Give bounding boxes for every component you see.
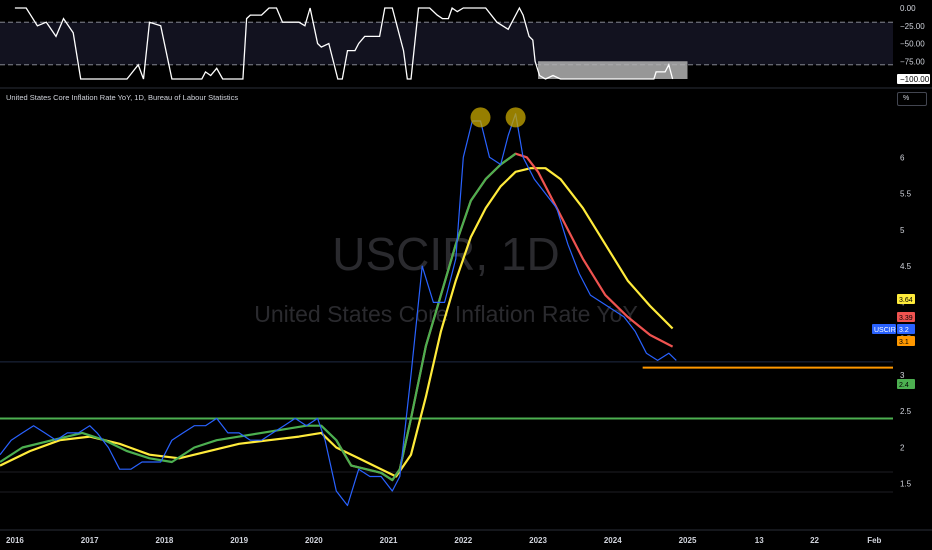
price-badge-label: USCIR [874, 327, 896, 334]
price-badge-label: 3.64 [899, 297, 913, 304]
oscillator-highlight-box [538, 61, 688, 79]
oscillator-pane [0, 6, 932, 89]
watermark-symbol: USCIR, 1D [332, 228, 559, 280]
price-badge-bg [897, 312, 915, 322]
oscillator-tick-label: −100.00 [900, 75, 930, 84]
y-tick-label: 4.5 [900, 262, 912, 271]
price-badge-label: 3.2 [899, 327, 909, 334]
y-tick-label: 6 [900, 153, 905, 162]
oscillator-tick-label: −75.00 [900, 57, 925, 66]
x-tick-label: 2017 [81, 536, 99, 545]
oscillator-tick-label: −50.00 [900, 40, 925, 49]
oscillator-tick-label: −25.00 [900, 22, 925, 31]
chart-title: United States Core Inflation Rate YoY, 1… [6, 93, 239, 102]
x-tick-label: 2016 [6, 536, 24, 545]
oscillator-band [0, 22, 893, 65]
x-tick-label: 2020 [305, 536, 323, 545]
ma-slow-line [0, 167, 674, 478]
peak-marker-1 [505, 107, 526, 128]
x-tick-label: 13 [755, 536, 764, 545]
y-tick-label: 5.5 [900, 190, 912, 199]
x-tick-label: 2023 [529, 536, 547, 545]
y-tick-label: 2 [900, 443, 905, 452]
x-tick-label: 2024 [604, 536, 622, 545]
unit-selector[interactable]: % [897, 92, 927, 106]
x-tick-label: 2022 [454, 536, 472, 545]
x-tick-label: 22 [810, 536, 819, 545]
oscillator-current-badge [897, 74, 930, 84]
price-badge-label: 3.39 [899, 315, 913, 322]
x-tick-label: 2018 [156, 536, 174, 545]
y-tick-label: 2.5 [900, 407, 912, 416]
x-tick-label: 2021 [380, 536, 398, 545]
price-badge-bg [897, 294, 915, 304]
y-tick-label: 1.5 [900, 480, 912, 489]
oscillator-line [14, 6, 674, 80]
x-tick-label: 2025 [679, 536, 697, 545]
y-tick-label: 5 [900, 226, 905, 235]
price-badge-label: 2.4 [899, 382, 909, 389]
price-badge-bg [872, 324, 896, 334]
price-badge-bg [897, 336, 915, 346]
price-badge-label: 3.1 [899, 339, 909, 346]
price-badge-bg [897, 324, 915, 334]
x-tick-label: 2019 [230, 536, 248, 545]
x-tick-label: Feb [867, 536, 881, 545]
peak-marker-0 [470, 107, 491, 128]
ma-fast-line [0, 152, 517, 482]
price-badge-bg [897, 379, 915, 389]
inflation-line [0, 113, 677, 507]
y-tick-label: 3 [900, 371, 905, 380]
axes: 0.00−25.00−50.00−75.00−100.001.522.533.5… [0, 4, 932, 545]
oscillator-tick-label: 0.00 [900, 4, 916, 13]
